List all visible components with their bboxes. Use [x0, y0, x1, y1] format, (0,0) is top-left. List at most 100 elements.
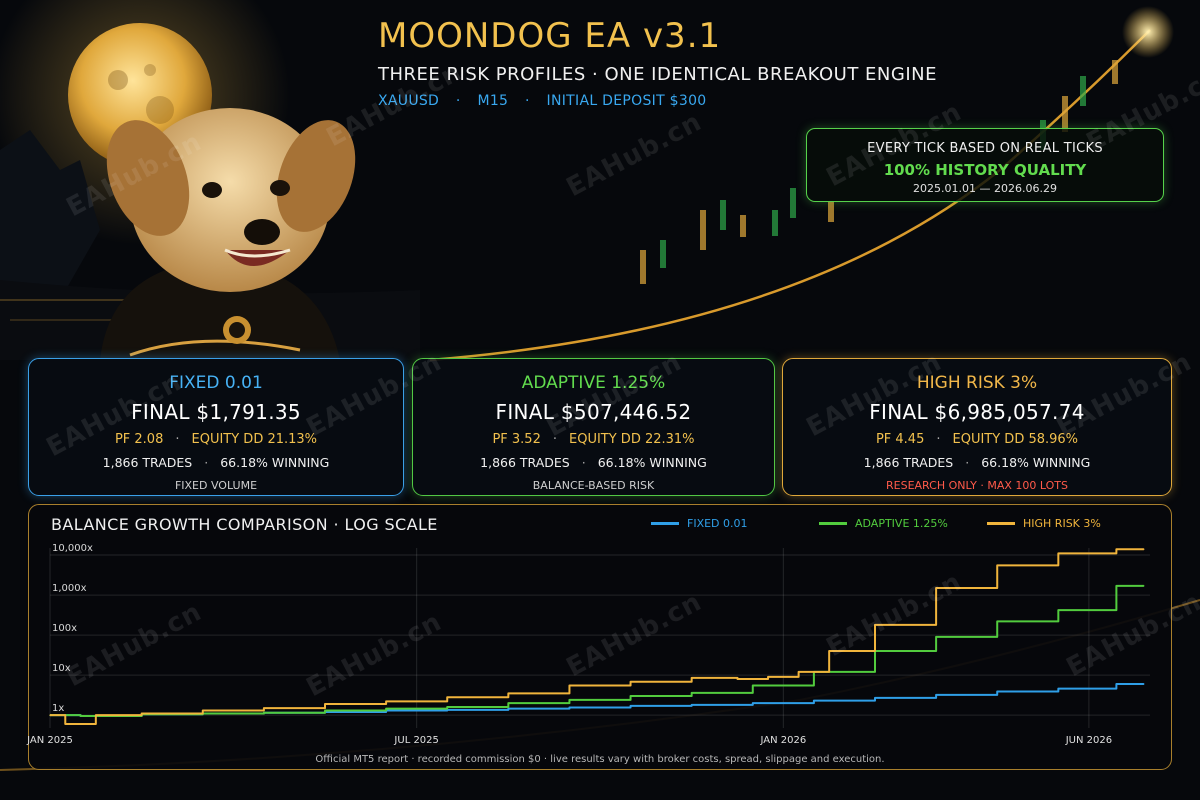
y-tick-label: 10x	[52, 663, 71, 674]
series-point-2	[49, 714, 51, 716]
series-point-0	[660, 705, 662, 707]
legend-swatch	[819, 522, 847, 525]
symbol-label: XAUUSD	[378, 93, 440, 109]
legend-item-fixed: FIXED 0.01	[651, 517, 819, 530]
series-point-0	[721, 704, 723, 706]
card-final-balance: FINAL $6,985,057.74	[869, 400, 1085, 424]
series-point-1	[1088, 609, 1090, 611]
series-point-2	[1027, 564, 1029, 567]
legend-label: FIXED 0.01	[687, 517, 748, 530]
series-point-2	[1143, 548, 1145, 550]
legend-item-adaptive: ADAPTIVE 1.25%	[819, 517, 987, 530]
card-stats: PF 4.45 · EQUITY DD 58.96%	[875, 432, 1079, 447]
series-point-2	[660, 681, 662, 683]
card-note: FIXED VOLUME	[174, 479, 258, 492]
series-point-0	[904, 697, 907, 699]
series-point-1	[1027, 620, 1029, 622]
chart-title: BALANCE GROWTH COMPARISON · LOG SCALE	[51, 515, 438, 534]
series-point-2	[1088, 552, 1090, 554]
win-rate: 66.18% WINNING	[597, 455, 707, 470]
series-point-1	[354, 709, 357, 712]
series-point-2	[843, 650, 846, 652]
series-point-2	[538, 692, 540, 694]
trade-count: 1,866 TRADES	[102, 455, 193, 470]
y-tick-label: 1,000x	[52, 583, 87, 594]
card-stats: PF 3.52 · EQUITY DD 22.31%	[492, 432, 695, 447]
series-point-2	[232, 709, 234, 712]
series-point-0	[782, 702, 784, 704]
x-tick-label: JUN 2026	[1065, 735, 1112, 746]
legend-label: HIGH RISK 3%	[1023, 517, 1101, 530]
equity-drawdown: EQUITY DD 22.31%	[569, 432, 695, 447]
legend-swatch	[987, 522, 1015, 525]
series-point-1	[416, 708, 418, 710]
page-title: MOONDOG EA v3.1	[378, 16, 722, 56]
series-line-1	[50, 584, 1144, 718]
history-quality-label: 100% HISTORY QUALITY	[883, 161, 1087, 179]
series-point-1	[660, 695, 662, 697]
series-point-2	[752, 678, 754, 680]
series-point-1	[232, 712, 234, 715]
series-point-2	[171, 712, 173, 715]
tick-mode-label: EVERY TICK BASED ON REAL TICKS	[867, 141, 1103, 156]
series-point-0	[1027, 690, 1029, 693]
series-point-1	[1143, 585, 1145, 587]
series-point-0	[599, 706, 601, 709]
card-trade-stats: 1,866 TRADES · 66.18% WINNING	[102, 455, 330, 470]
test-meta: XAUUSD · M15 · INITIAL DEPOSIT $300	[378, 93, 707, 109]
series-point-2	[110, 714, 112, 716]
series-point-0	[538, 708, 540, 710]
card-fixed: FIXED 0.01 FINAL $1,791.35 PF 2.08 · EQUIT…	[28, 358, 404, 496]
series-point-2	[721, 677, 723, 679]
x-tick-label: JAN 2025	[26, 735, 73, 746]
series-point-2	[79, 723, 82, 725]
series-point-1	[843, 671, 846, 673]
series-point-1	[538, 702, 540, 704]
series-point-2	[416, 700, 418, 703]
trade-count: 1,866 TRADES	[863, 455, 954, 470]
chart-legend: FIXED 0.01 ADAPTIVE 1.25% HIGH RISK 3%	[651, 517, 1155, 530]
deposit-label: INITIAL DEPOSIT $300	[546, 93, 707, 109]
series-point-0	[1088, 687, 1090, 690]
card-adaptive: ADAPTIVE 1.25% FINAL $507,446.52 PF 3.52…	[412, 358, 775, 496]
trade-count: 1,866 TRADES	[480, 455, 570, 470]
legend-item-high-risk: HIGH RISK 3%	[987, 517, 1155, 530]
y-tick-label: 10,000x	[52, 543, 93, 554]
series-point-2	[354, 703, 357, 705]
series-point-2	[966, 587, 968, 589]
series-point-2	[477, 696, 479, 698]
series-point-1	[721, 692, 723, 694]
series-point-0	[416, 709, 418, 712]
date-range-label: 2025.01.01 — 2026.06.29	[913, 182, 1057, 195]
series-point-0	[1143, 683, 1145, 685]
legend-swatch	[651, 522, 679, 525]
series-point-1	[599, 699, 601, 701]
timeframe-label: M15	[477, 93, 509, 109]
page-subtitle: THREE RISK PROFILES · ONE IDENTICAL BREA…	[378, 64, 937, 85]
card-note: BALANCE-BASED RISK	[532, 479, 655, 492]
card-final-balance: FINAL $1,791.35	[131, 400, 301, 424]
card-final-balance: FINAL $507,446.52	[495, 400, 692, 424]
card-trade-stats: 1,866 TRADES · 66.18% WINNING	[863, 455, 1091, 470]
card-title: FIXED 0.01	[169, 373, 263, 393]
card-warning: RESEARCH ONLY · MAX 100 LOTS	[886, 479, 1068, 492]
series-point-0	[354, 711, 357, 713]
card-high-risk: HIGH RISK 3% FINAL $6,985,057.74 PF 4.45…	[782, 358, 1172, 496]
y-tick-label: 1x	[52, 703, 64, 714]
series-point-2	[599, 684, 601, 687]
card-stats: PF 2.08 · EQUITY DD 21.13%	[114, 432, 318, 447]
footnote: Official MT5 report · recorded commissio…	[315, 754, 885, 765]
series-point-0	[477, 709, 479, 711]
equity-drawdown: EQUITY DD 21.13%	[191, 432, 318, 447]
x-tick-label: JAN 2026	[759, 735, 806, 746]
profit-factor: PF 2.08	[114, 432, 164, 447]
series-point-1	[966, 636, 968, 638]
x-tick-label: JUL 2025	[393, 735, 438, 746]
series-point-1	[904, 650, 907, 652]
series-point-1	[782, 684, 784, 687]
tick-quality-box: EVERY TICK BASED ON REAL TICKS 100% HIST…	[806, 128, 1164, 202]
series-point-1	[477, 706, 479, 708]
series-point-2	[904, 624, 907, 626]
win-rate: 66.18% WINNING	[220, 455, 330, 470]
